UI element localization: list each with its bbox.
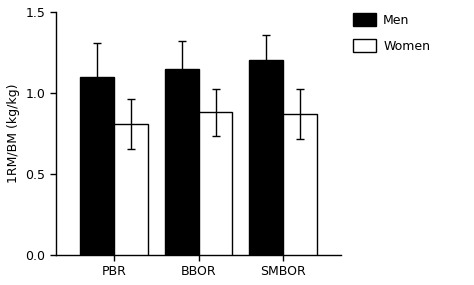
Bar	[249, 60, 283, 255]
Bar	[199, 112, 232, 255]
Bar	[114, 124, 148, 255]
Text: *: *	[276, 72, 283, 86]
Bar	[165, 69, 199, 255]
Text: *: *	[107, 81, 114, 95]
Text: *: *	[191, 72, 199, 86]
Bar	[80, 77, 114, 255]
Bar	[283, 114, 317, 255]
Y-axis label: 1RM/BM (kg/kg): 1RM/BM (kg/kg)	[7, 84, 20, 183]
Legend: Men, Women: Men, Women	[353, 13, 430, 53]
